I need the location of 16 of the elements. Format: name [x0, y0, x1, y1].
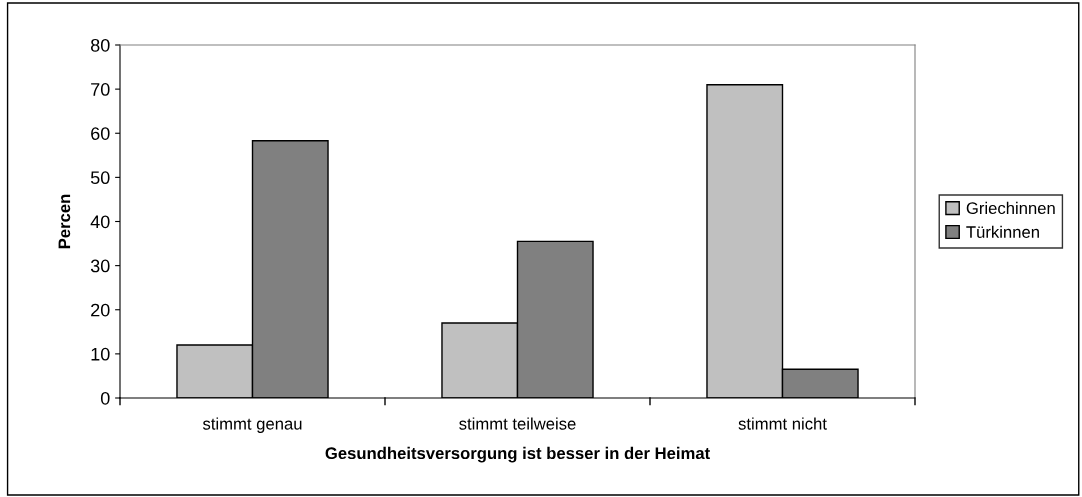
y-tick-label: 80: [90, 38, 110, 52]
y-tick-label: 20: [91, 303, 110, 317]
x-tick-label: stimmt nicht: [738, 417, 827, 430]
y-tick-label: 10: [91, 347, 110, 361]
x-tick-label: stimmt teilweise: [459, 417, 576, 430]
y-tick-label: 70: [91, 83, 110, 96]
y-tick-label: 50: [90, 171, 110, 185]
y-tick-label: 40: [90, 215, 110, 229]
legend-label: Griechinnen: [966, 201, 1055, 215]
legend-label: Türkinnen: [966, 225, 1039, 238]
y-axis-title: Percen: [58, 194, 71, 249]
y-tick-label: 0: [100, 391, 110, 405]
y-tick-label: 60: [91, 127, 110, 140]
x-tick-label: stimmt genau: [202, 417, 302, 433]
x-axis-title: Gesundheitsversorgung ist besser in der Heimat: [325, 446, 710, 463]
y-tick-label: 30: [90, 259, 110, 273]
